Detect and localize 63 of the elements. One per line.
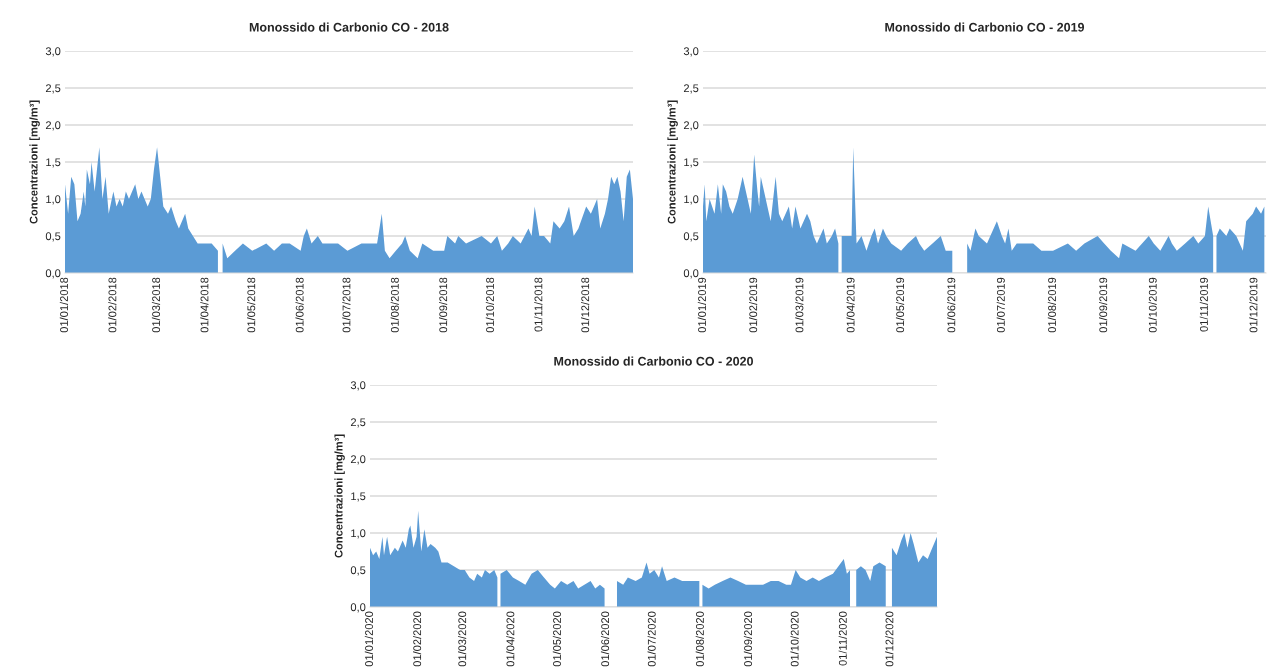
y-tick-label: 2,5 (350, 418, 366, 428)
y-tick-label: 1,0 (351, 529, 366, 539)
y-tick-label: 0,0 (683, 269, 699, 279)
x-tick-label: 01/08/2020 (695, 611, 704, 667)
x-tick-label: 01/03/2020 (458, 611, 467, 667)
y-tick-label: 1,0 (46, 195, 61, 205)
x-tick-label: 01/04/2018 (200, 277, 209, 333)
x-tick-label: 01/08/2019 (1047, 277, 1056, 333)
y-tick-label: 2,0 (350, 455, 366, 465)
x-tick-label: 01/09/2019 (1099, 277, 1108, 333)
y-tick-label: 1,5 (46, 158, 61, 168)
y-tick-label: 2,5 (683, 84, 699, 94)
x-tick-label: 01/06/2018 (295, 277, 304, 333)
x-tick-label: 01/01/2020 (364, 611, 373, 667)
x-tick-label: 01/03/2019 (795, 277, 804, 333)
x-tick-label: 01/01/2019 (697, 277, 706, 333)
y-tick-label: 0,5 (45, 232, 61, 242)
y-tick-label: 2,0 (45, 121, 61, 131)
x-tick-label: 01/07/2019 (996, 277, 1005, 333)
x-tick-label: 01/11/2018 (534, 277, 543, 332)
x-tick-label: 01/05/2018 (247, 277, 256, 333)
x-tick-label: 01/03/2018 (151, 277, 161, 333)
y-axis-title: Concentrazioni [mg/m³] (334, 434, 345, 558)
x-tick-label: 01/12/2020 (885, 611, 894, 667)
y-tick-label: 2,5 (45, 84, 61, 94)
x-tick-label: 01/05/2020 (552, 611, 561, 667)
y-tick-label: 1,5 (684, 158, 699, 168)
x-tick-label: 01/01/2018 (59, 277, 68, 333)
y-tick-label: 3,0 (350, 381, 366, 391)
x-tick-label: 01/11/2020 (838, 611, 847, 666)
x-tick-label: 01/02/2020 (412, 611, 422, 667)
x-tick-label: 01/07/2020 (647, 611, 656, 667)
x-tick-label: 01/04/2020 (506, 611, 515, 667)
x-tick-label: 01/10/2020 (790, 611, 799, 667)
chart-title: Monossido di Carbonio CO - 2020 (554, 356, 753, 366)
y-tick-label: 1,5 (351, 492, 366, 502)
x-tick-label: 01/08/2018 (390, 277, 399, 333)
x-tick-label: 01/04/2019 (846, 277, 855, 333)
y-tick-label: 3,0 (45, 47, 61, 57)
y-tick-label: 2,0 (683, 121, 699, 131)
x-tick-label: 01/09/2018 (439, 277, 448, 333)
chart-title: Monossido di Carbonio CO - 2019 (885, 22, 1085, 32)
x-tick-label: 01/07/2018 (342, 277, 351, 333)
y-axis-title: Concentrazioni [mg/m³] (667, 100, 678, 224)
y-tick-label: 1,0 (684, 195, 699, 205)
y-tick-label: 0,5 (683, 232, 699, 242)
x-tick-label: 01/02/2019 (749, 277, 758, 333)
x-tick-label: 01/10/2019 (1148, 277, 1157, 333)
y-tick-label: 0,5 (350, 566, 366, 576)
y-tick-label: 0,0 (350, 603, 366, 613)
x-tick-label: 01/12/2018 (581, 277, 590, 333)
x-tick-label: 01/06/2020 (600, 611, 610, 667)
x-tick-label: 01/11/2019 (1199, 277, 1208, 332)
x-tick-label: 01/12/2019 (1249, 277, 1258, 333)
x-tick-label: 01/05/2019 (895, 277, 905, 333)
y-axis-title: Concentrazioni [mg/m³] (29, 100, 40, 224)
x-tick-label: 01/10/2018 (485, 277, 494, 333)
x-tick-label: 01/09/2020 (743, 611, 753, 667)
y-tick-label: 0,0 (45, 269, 61, 279)
y-tick-label: 3,0 (683, 47, 699, 57)
x-tick-label: 01/06/2019 (947, 277, 956, 333)
x-tick-label: 01/02/2018 (108, 277, 117, 333)
chart-title: Monossido di Carbonio CO - 2018 (249, 22, 449, 32)
